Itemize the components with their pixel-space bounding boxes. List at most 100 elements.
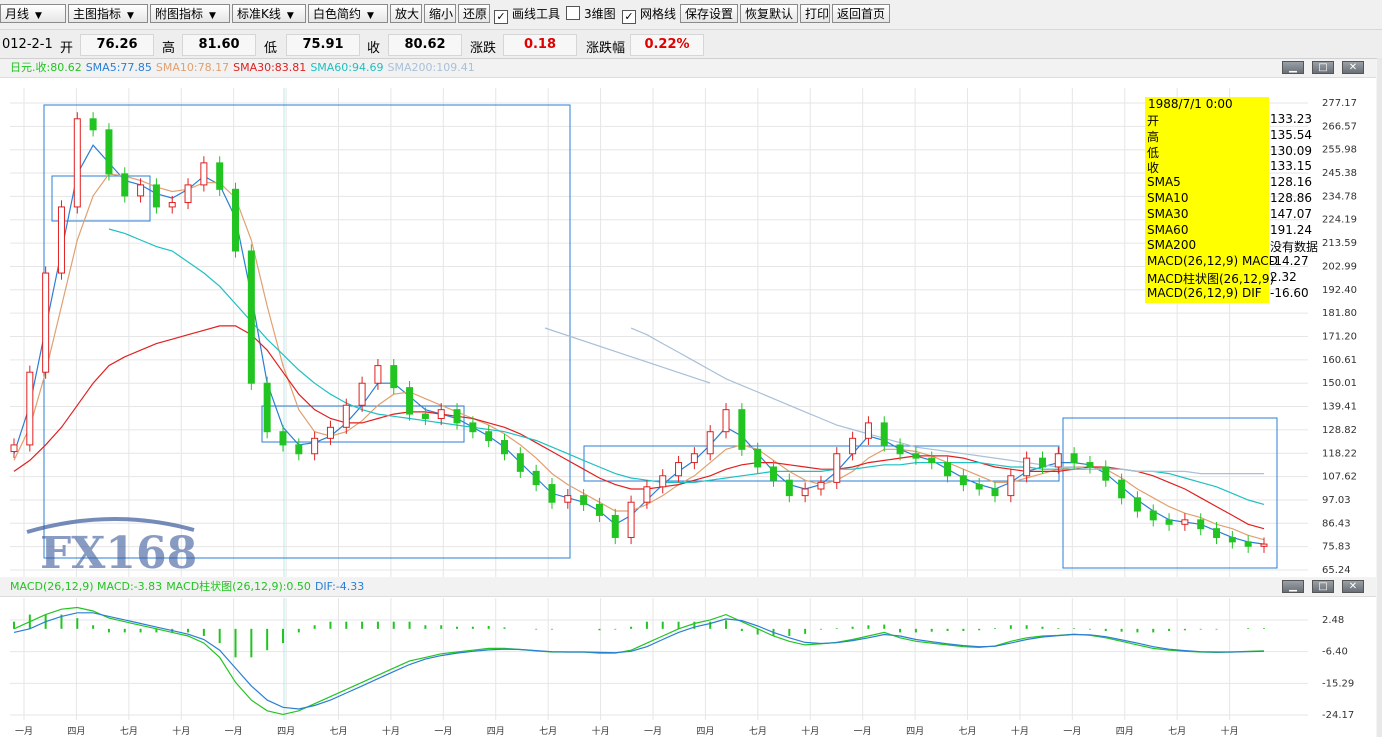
- legend-item: SMA5:77.85: [85, 61, 152, 74]
- draw-tools-checkbox[interactable]: ✓ 画线工具: [494, 5, 560, 24]
- three-d-checkbox[interactable]: 3维图: [566, 5, 616, 23]
- print-button[interactable]: 打印: [800, 4, 830, 23]
- x-tick-label: 七月: [749, 726, 767, 737]
- x-tick-label: 四月: [67, 726, 85, 737]
- x-tick-label: 十月: [172, 725, 190, 737]
- legend-item: DIF:-4.33: [314, 580, 365, 593]
- candle-body: [311, 437, 319, 455]
- grid-checkbox[interactable]: ✓ 网格线: [622, 5, 676, 24]
- maximize-icon[interactable]: □: [1312, 61, 1334, 74]
- checkbox-checked-icon: ✓: [622, 10, 636, 24]
- restore-default-button[interactable]: 恢复默认: [740, 4, 798, 23]
- sma30-line: [13, 325, 1265, 530]
- candle-body: [769, 466, 777, 481]
- candle-body: [532, 470, 540, 486]
- close-icon[interactable]: ✕: [1342, 580, 1364, 593]
- maximize-icon[interactable]: □: [1312, 580, 1334, 593]
- dropdown-label: 标准K线: [237, 7, 281, 21]
- open-value: 76.26: [80, 34, 154, 56]
- minimize-icon[interactable]: ▁: [1282, 580, 1304, 593]
- dropdown-label: 月线: [5, 7, 30, 21]
- tooltip-label: 收: [1147, 161, 1160, 176]
- candle-body: [659, 475, 667, 488]
- y-tick-label: 97.03: [1322, 495, 1351, 506]
- candle-body: [390, 365, 398, 389]
- candle-body: [1102, 466, 1110, 481]
- toolbar-dropdown-4[interactable]: 白色简约 ▼: [308, 4, 388, 23]
- candle-body: [690, 453, 698, 464]
- tooltip-label: 低: [1147, 145, 1160, 160]
- high-value: 81.60: [182, 34, 256, 56]
- zoom-out-button[interactable]: 缩小: [424, 4, 456, 23]
- minimize-icon[interactable]: ▁: [1282, 61, 1304, 74]
- toolbar-dropdown-2[interactable]: 附图指标 ▼: [150, 4, 230, 23]
- candle-body: [26, 371, 34, 446]
- x-tick-label: 一月: [854, 726, 872, 737]
- scrollbar-edge[interactable]: [1377, 58, 1382, 737]
- y-tick-label: 277.17: [1322, 98, 1357, 109]
- toolbar-dropdown-1[interactable]: 主图指标 ▼: [68, 4, 148, 23]
- candle-body: [1197, 519, 1205, 530]
- x-tick-label: 十月: [1011, 725, 1029, 737]
- drawn-box: [261, 405, 465, 443]
- dropdown-arrow-icon: ▼: [209, 11, 216, 21]
- legend-item: SMA200:109.41: [387, 61, 475, 74]
- change-label: 涨跌: [470, 41, 497, 56]
- tooltip-date: 1988/7/1 0:00: [1148, 97, 1233, 111]
- tooltip-label: MACD(26,12,9) MACD: [1147, 254, 1278, 269]
- candle-body: [421, 413, 429, 419]
- candle-body: [73, 118, 81, 208]
- y-tick-label: -6.40: [1322, 647, 1348, 658]
- legend-item: SMA60:94.69: [310, 61, 384, 74]
- candle-body: [912, 453, 920, 459]
- candle-body: [1086, 462, 1094, 468]
- tooltip-value: 没有数据: [1270, 240, 1319, 255]
- candle-body: [595, 503, 603, 516]
- toolbar-dropdown-3[interactable]: 标准K线 ▼: [232, 4, 306, 23]
- x-tick-label: 七月: [1168, 726, 1186, 737]
- sma200-line: [630, 327, 1264, 475]
- home-button[interactable]: 返回首页: [832, 4, 890, 23]
- save-settings-button[interactable]: 保存设置: [680, 4, 738, 23]
- drawn-box: [51, 175, 151, 222]
- y-tick-label: 65.24: [1322, 565, 1351, 576]
- candle-body: [1118, 479, 1126, 499]
- main-legend: 日元.收:80.62 SMA5:77.85 SMA10:78.17 SMA30:83.…: [0, 59, 1376, 78]
- candle-body: [627, 501, 635, 538]
- y-tick-label: 245.38: [1322, 168, 1357, 179]
- tooltip-label: SMA200: [1147, 238, 1197, 253]
- close-icon[interactable]: ✕: [1342, 61, 1364, 74]
- candle-body: [10, 444, 18, 453]
- tooltip-value: 133.23: [1270, 112, 1312, 126]
- x-tick-label: 十月: [592, 725, 610, 737]
- legend-item: MACD柱状图(26,12,9):0.50: [166, 580, 311, 593]
- candle-body: [232, 188, 240, 252]
- candle-body: [374, 365, 382, 384]
- y-tick-label: 181.80: [1322, 308, 1357, 319]
- toolbar-dropdown-0[interactable]: 月线 ▼: [0, 4, 66, 23]
- dropdown-label: 附图指标: [155, 7, 204, 21]
- candle-body: [1213, 528, 1221, 538]
- y-tick-label: 224.19: [1322, 215, 1357, 226]
- y-tick-label: 160.61: [1322, 355, 1357, 366]
- candle-body: [485, 431, 493, 442]
- candle-body: [152, 184, 160, 208]
- x-tick-label: 一月: [225, 726, 243, 737]
- y-tick-label: -24.17: [1322, 710, 1354, 721]
- zoom-in-button[interactable]: 放大: [390, 4, 422, 23]
- tooltip-value: 130.09: [1270, 143, 1312, 158]
- data-tooltip: [1145, 97, 1269, 303]
- candle-body: [1070, 453, 1078, 464]
- y-tick-label: 266.57: [1322, 121, 1357, 132]
- candle-body: [564, 495, 572, 503]
- restore-button[interactable]: 还原: [458, 4, 490, 23]
- y-tick-label: 202.99: [1322, 261, 1357, 272]
- x-tick-label: 一月: [434, 726, 452, 737]
- checkbox-unchecked-icon: [566, 6, 580, 20]
- y-tick-label: 75.83: [1322, 542, 1351, 553]
- dropdown-arrow-icon: ▼: [367, 11, 374, 21]
- legend-item: SMA30:83.81: [233, 61, 307, 74]
- quote-bar: 012-2-1 开 76.26 高 81.60 低 75.91 收 80.62 …: [0, 30, 1382, 59]
- candle-body: [469, 422, 477, 433]
